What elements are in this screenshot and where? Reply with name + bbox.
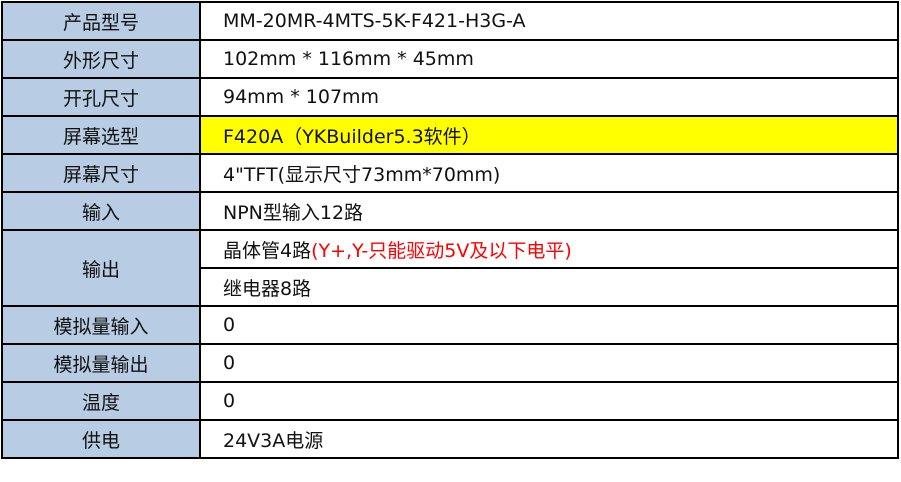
row-value-highlighted: F420A（YKBuilder5.3软件） [199, 115, 899, 155]
row-label: 屏幕尺寸 [1, 153, 201, 193]
row-value: 94mm * 107mm [199, 77, 899, 117]
row-label: 模拟量输出 [1, 343, 201, 383]
table-row: 继电器8路 [2, 267, 899, 307]
table-row: 开孔尺寸 94mm * 107mm [1, 77, 899, 117]
row-value: 0 [199, 343, 899, 383]
table-row: 输入 NPN型输入12路 [1, 191, 899, 231]
table-row: 模拟量输入 0 [1, 305, 899, 345]
table-row: 输出 晶体管4路(Y+,Y-只能驱动5V及以下电平) [1, 229, 899, 307]
row-label: 屏幕选型 [1, 115, 201, 155]
row-value: NPN型输入12路 [199, 191, 899, 231]
row-value: 0 [199, 381, 899, 421]
row-label: 供电 [1, 419, 201, 459]
row-label: 输出 [1, 229, 201, 307]
row-label: 输入 [1, 191, 201, 231]
output-transistor: 晶体管4路 [223, 239, 312, 262]
table-row: 产品型号 MM-20MR-4MTS-5K-F421-H3G-A [1, 1, 899, 41]
table-row: 屏幕尺寸 4"TFT(显示尺寸73mm*70mm) [1, 153, 899, 193]
table-row: 屏幕选型 F420A（YKBuilder5.3软件） [1, 115, 899, 155]
row-value: 晶体管4路(Y+,Y-只能驱动5V及以下电平) [199, 229, 899, 269]
row-value: 24V3A电源 [199, 419, 899, 459]
table-row: 供电 24V3A电源 [1, 419, 899, 459]
row-value: 0 [199, 305, 899, 345]
table-row: 外形尺寸 102mm * 116mm * 45mm [1, 39, 899, 79]
output-note: (Y+,Y-只能驱动5V及以下电平) [311, 239, 572, 262]
row-value: 4"TFT(显示尺寸73mm*70mm) [199, 153, 899, 193]
row-label: 外形尺寸 [1, 39, 201, 79]
row-label: 温度 [1, 381, 201, 421]
row-value: MM-20MR-4MTS-5K-F421-H3G-A [199, 1, 899, 41]
row-label: 模拟量输入 [1, 305, 201, 345]
table-row: 模拟量输出 0 [1, 343, 899, 383]
row-label: 开孔尺寸 [1, 77, 201, 117]
table-row: 温度 0 [1, 381, 899, 421]
spec-table: 产品型号 MM-20MR-4MTS-5K-F421-H3G-A 外形尺寸 102… [1, 1, 899, 459]
row-value: 继电器8路 [199, 267, 899, 307]
row-label: 产品型号 [1, 1, 201, 41]
row-value: 102mm * 116mm * 45mm [199, 39, 899, 79]
